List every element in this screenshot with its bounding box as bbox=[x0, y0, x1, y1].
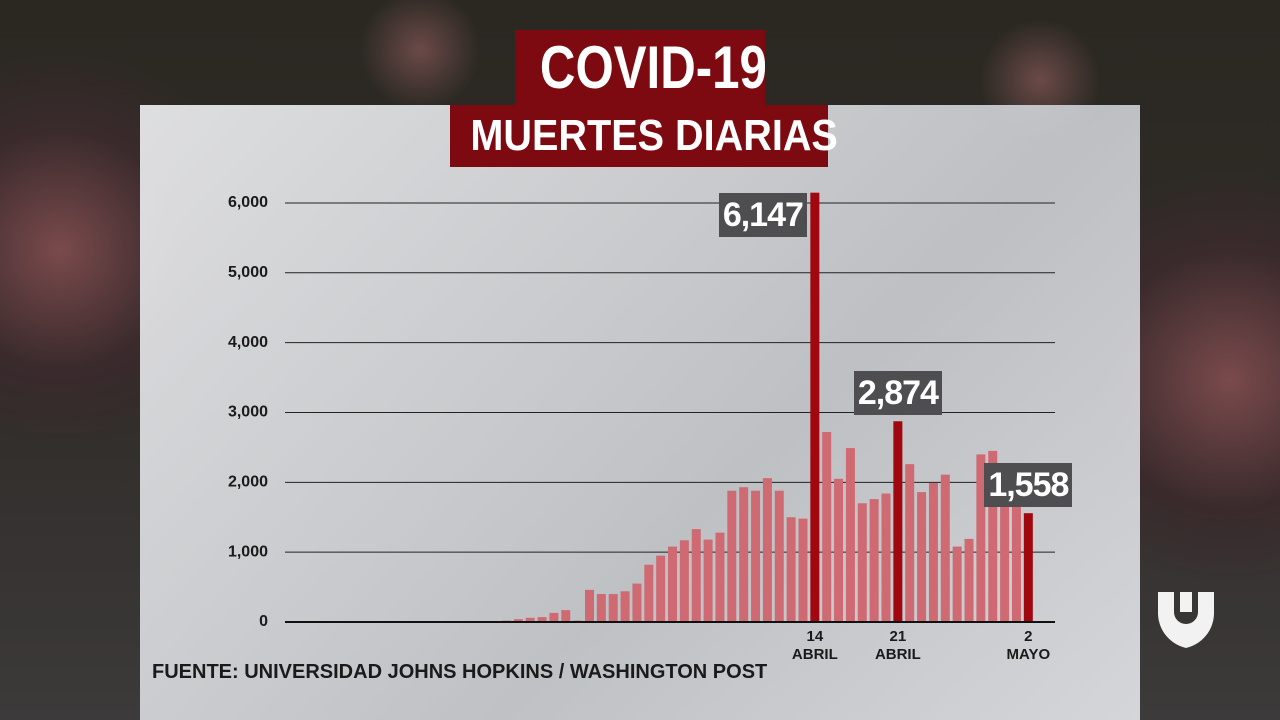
bar bbox=[810, 192, 820, 622]
bar bbox=[596, 594, 606, 622]
bar bbox=[1000, 476, 1010, 622]
chart-title: COVID-19 bbox=[515, 30, 767, 105]
bar bbox=[525, 617, 535, 622]
chart-subtitle: MUERTES DIARIAS bbox=[450, 105, 838, 167]
y-tick-label: 2,000 bbox=[228, 474, 268, 491]
bar bbox=[668, 546, 678, 622]
bar bbox=[940, 474, 950, 622]
bar bbox=[834, 478, 844, 622]
y-tick-label: 4,000 bbox=[228, 334, 268, 351]
title-text: COVID-19 bbox=[539, 34, 767, 101]
bar bbox=[881, 493, 891, 622]
bar bbox=[703, 539, 713, 622]
bar bbox=[762, 478, 772, 622]
bar bbox=[656, 555, 666, 622]
bar bbox=[928, 483, 938, 622]
bar bbox=[644, 564, 654, 622]
bar bbox=[679, 540, 689, 622]
bar bbox=[857, 503, 867, 622]
x-tick-label: 14 ABRIL bbox=[791, 628, 838, 663]
bar bbox=[988, 450, 998, 622]
bar bbox=[976, 454, 986, 622]
value-label: 2,874 bbox=[853, 371, 942, 416]
bar bbox=[691, 529, 701, 622]
bar bbox=[869, 499, 879, 622]
bar bbox=[952, 546, 962, 622]
source-note: FUENTE: UNIVERSIDAD JOHNS HOPKINS / WASH… bbox=[152, 661, 768, 683]
value-label: 1,558 bbox=[984, 463, 1073, 508]
bar bbox=[964, 538, 974, 622]
bar bbox=[620, 591, 630, 622]
y-tick-label: 5,000 bbox=[228, 264, 268, 281]
bar bbox=[608, 594, 618, 622]
bar bbox=[822, 432, 832, 622]
y-tick-label: 6,000 bbox=[228, 194, 268, 211]
bar bbox=[845, 448, 855, 622]
bar bbox=[715, 532, 725, 622]
x-tick-label: 2 MAYO bbox=[1006, 628, 1051, 663]
bar bbox=[537, 617, 547, 622]
bar bbox=[561, 610, 571, 622]
x-tick-label: 21 ABRIL bbox=[874, 628, 921, 663]
bar bbox=[739, 487, 749, 622]
bar bbox=[798, 518, 808, 622]
bar bbox=[585, 589, 594, 622]
bar bbox=[751, 490, 761, 622]
bar bbox=[893, 421, 903, 622]
bar bbox=[1023, 513, 1033, 622]
y-tick-label: 0 bbox=[259, 613, 268, 630]
bar bbox=[1011, 501, 1021, 622]
y-tick-label: 3,000 bbox=[228, 404, 268, 421]
bar bbox=[786, 517, 796, 622]
bar bbox=[632, 583, 642, 622]
bar bbox=[774, 490, 784, 622]
y-tick-label: 1,000 bbox=[228, 543, 268, 560]
bar bbox=[727, 490, 737, 622]
bar bbox=[513, 619, 523, 622]
bar bbox=[905, 464, 915, 622]
bar bbox=[917, 492, 927, 622]
bar bbox=[549, 612, 559, 622]
subtitle-text: MUERTES DIARIAS bbox=[470, 111, 838, 160]
value-label: 6,147 bbox=[718, 192, 807, 237]
